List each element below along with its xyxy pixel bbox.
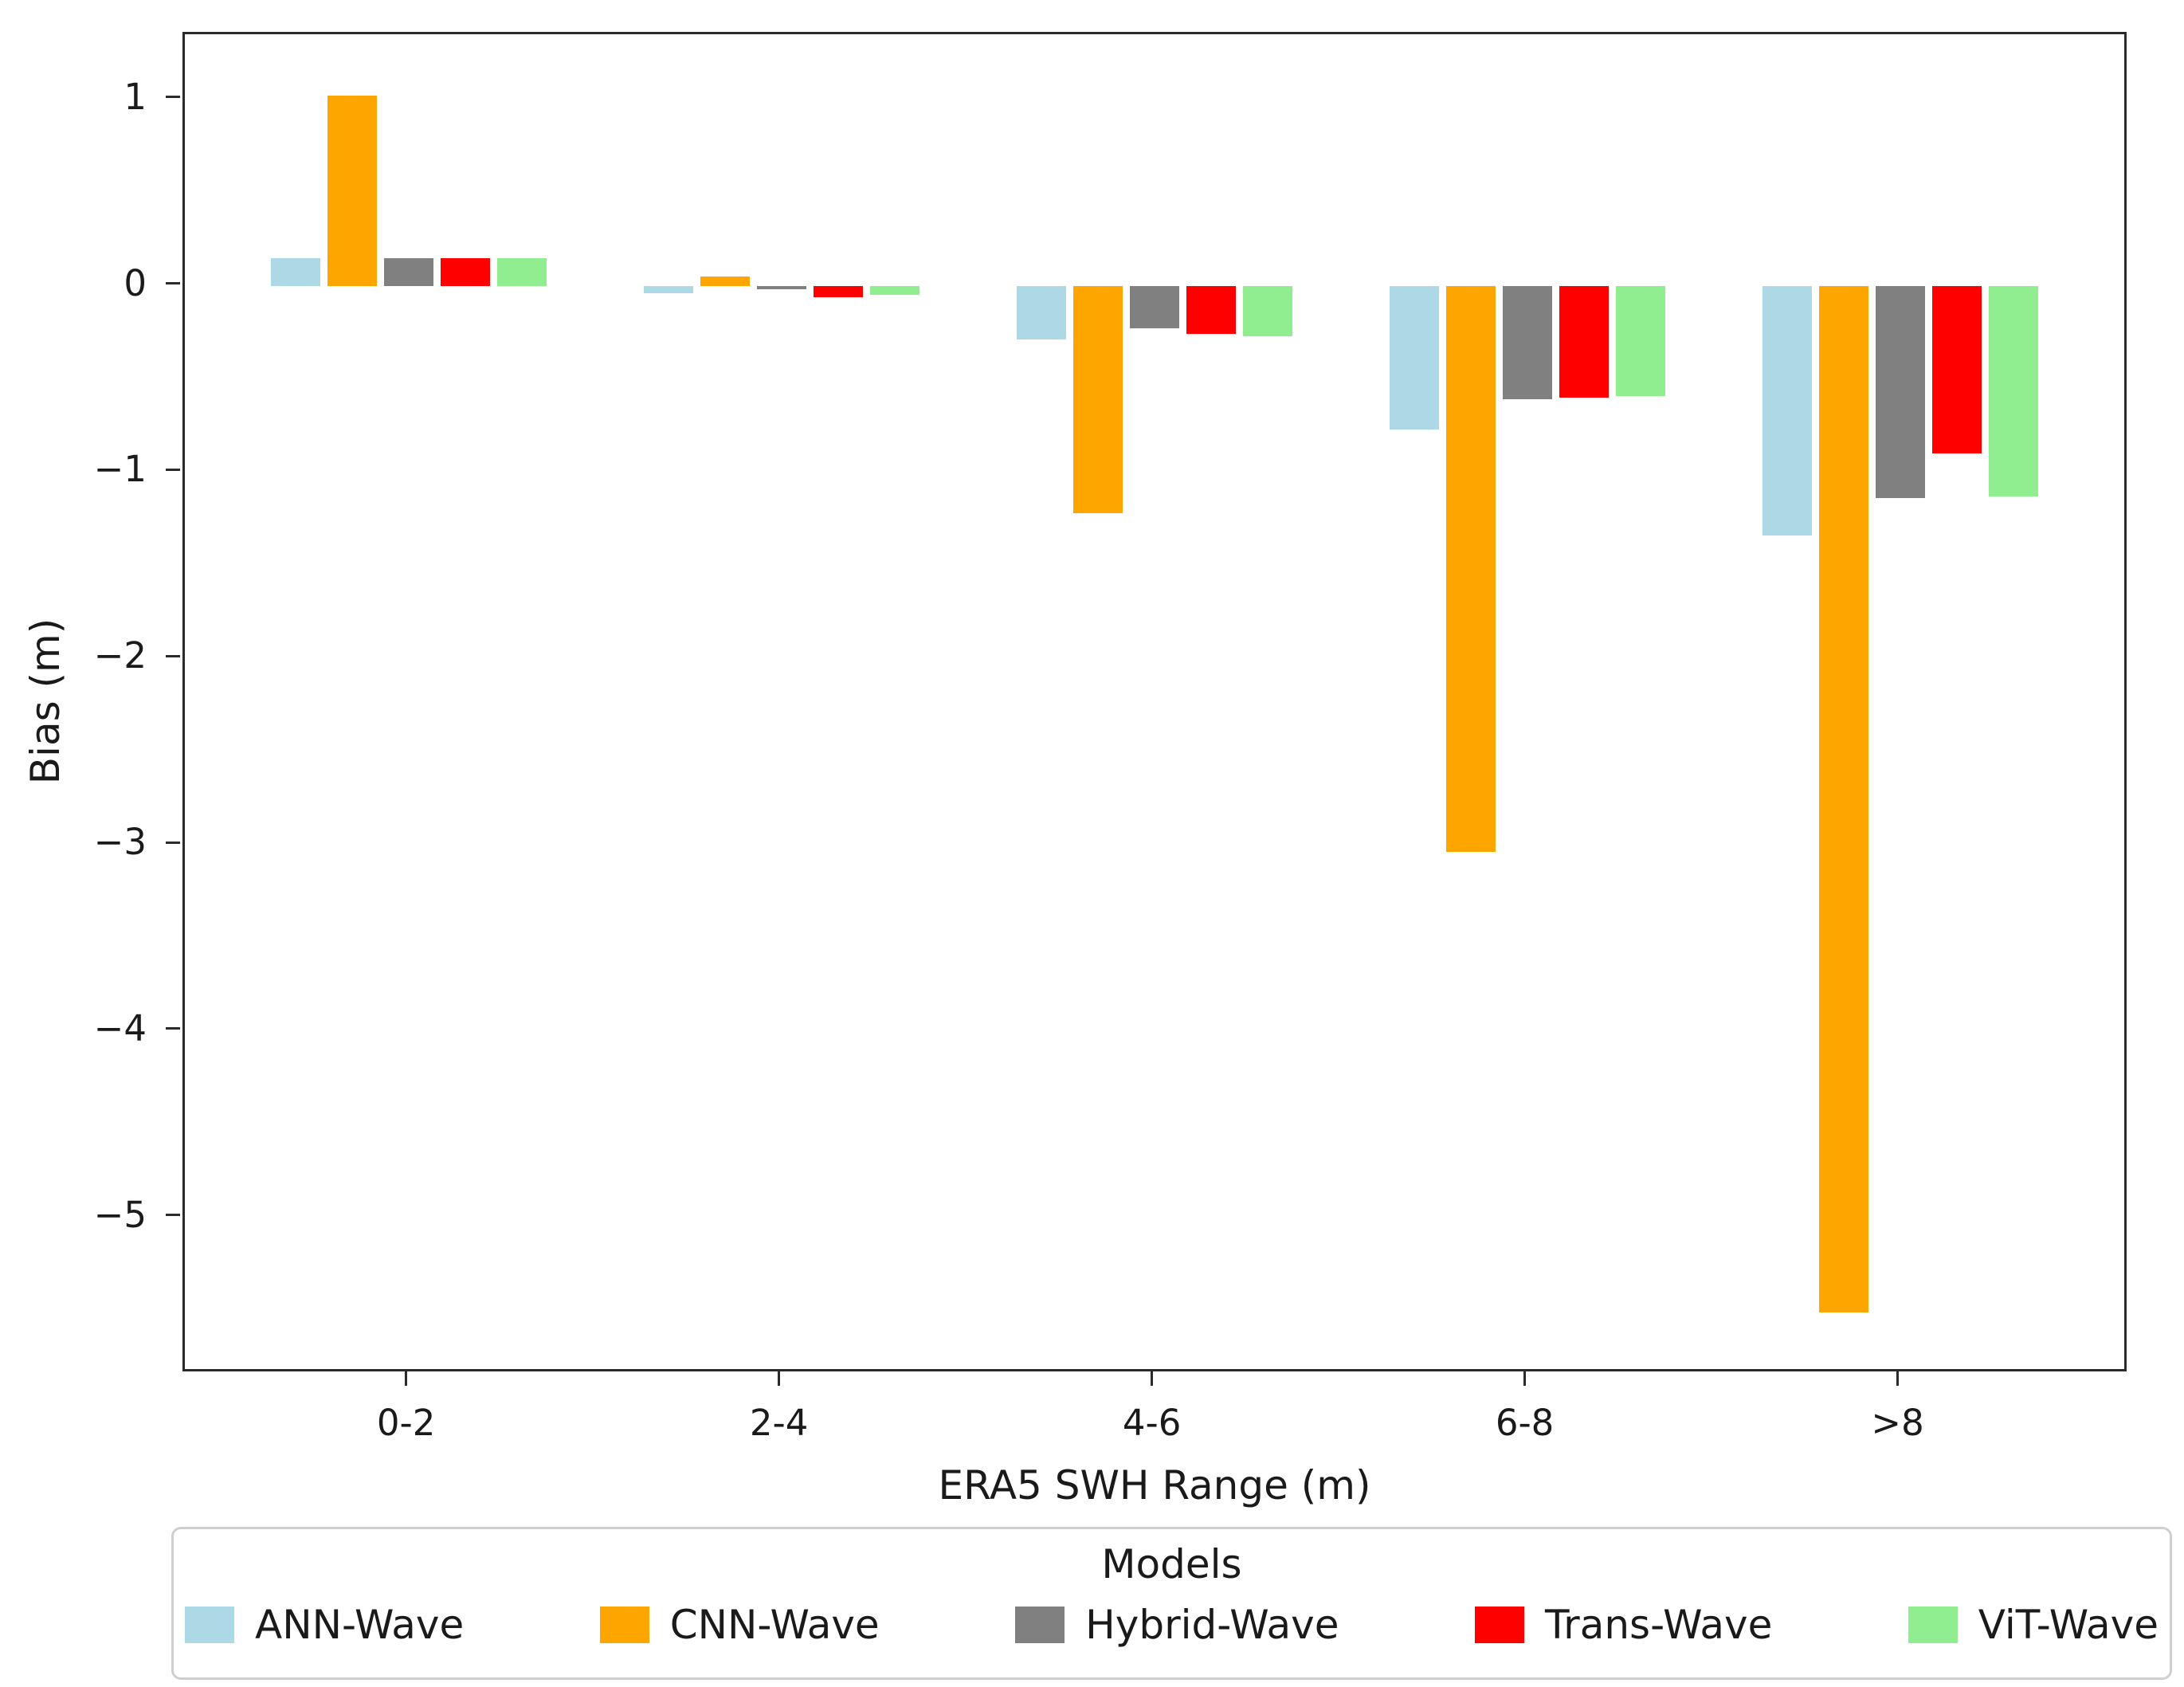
- x-tick-label: 6-8: [1495, 1402, 1555, 1444]
- legend-swatch-ANN-Wave: [185, 1607, 234, 1643]
- x-tick-label: 0-2: [376, 1402, 436, 1444]
- bar-CNN-Wave-6-8: [1445, 285, 1496, 853]
- x-tick-label: 2-4: [749, 1402, 809, 1444]
- bar-Trans-Wave-6-8: [1559, 285, 1609, 398]
- bar-CNN-Wave->8: [1818, 285, 1868, 1312]
- bar-ANN-Wave-6-8: [1389, 285, 1439, 430]
- y-tick: [166, 468, 180, 471]
- y-tick: [166, 1027, 180, 1030]
- legend: Models ANN-Wave CNN-Wave Hybrid-Wave Trans-…: [171, 1527, 2172, 1680]
- bar-ANN-Wave-0-2: [270, 257, 320, 286]
- x-tick: [1896, 1371, 1900, 1386]
- legend-item-ANN-Wave: ANN-Wave: [185, 1601, 464, 1649]
- legend-swatch-Trans-Wave: [1474, 1607, 1524, 1643]
- y-tick-label: 1: [124, 75, 147, 118]
- y-tick-label: −5: [93, 1193, 147, 1236]
- legend-swatch-Hybrid-Wave: [1015, 1607, 1065, 1643]
- y-tick-label: −1: [93, 448, 147, 491]
- bars-layer: [185, 34, 2124, 1369]
- y-tick: [166, 1214, 180, 1217]
- bar-Trans-Wave-2-4: [813, 285, 863, 297]
- x-tick: [1523, 1371, 1527, 1386]
- plot-area: [182, 32, 2127, 1371]
- bar-ANN-Wave-2-4: [643, 285, 693, 293]
- legend-label: ViT-Wave: [1978, 1602, 2159, 1648]
- y-tick-label: 0: [124, 261, 147, 304]
- bar-Hybrid-Wave->8: [1875, 285, 1925, 499]
- bar-Hybrid-Wave-6-8: [1502, 285, 1552, 400]
- legend-item-Trans-Wave: Trans-Wave: [1474, 1601, 1773, 1649]
- x-axis-label: ERA5 SWH Range (m): [938, 1462, 1371, 1508]
- legend-title: Models: [1101, 1541, 1242, 1587]
- bar-CNN-Wave-0-2: [327, 96, 377, 286]
- y-tick: [166, 282, 180, 285]
- legend-swatch-ViT-Wave: [1908, 1607, 1958, 1643]
- x-tick: [778, 1371, 781, 1386]
- bar-ANN-Wave-4-6: [1016, 285, 1066, 340]
- y-tick: [166, 654, 180, 657]
- legend-item-Hybrid-Wave: Hybrid-Wave: [1015, 1601, 1339, 1649]
- y-tick: [166, 841, 180, 844]
- bar-Hybrid-Wave-0-2: [383, 257, 433, 286]
- legend-item-CNN-Wave: CNN-Wave: [599, 1601, 880, 1649]
- legend-swatch-CNN-Wave: [599, 1607, 649, 1643]
- bar-Trans-Wave-0-2: [440, 257, 490, 286]
- bar-ViT-Wave-6-8: [1615, 285, 1665, 396]
- bar-ViT-Wave->8: [1988, 285, 2038, 496]
- x-tick-label: >8: [1871, 1402, 1924, 1444]
- legend-label: CNN-Wave: [669, 1602, 880, 1648]
- bar-ANN-Wave->8: [1762, 285, 1812, 536]
- bar-ViT-Wave-0-2: [496, 257, 547, 286]
- legend-items: ANN-Wave CNN-Wave Hybrid-Wave Trans-Wave ViT…: [174, 1601, 2170, 1649]
- bar-ViT-Wave-2-4: [869, 285, 919, 296]
- x-tick: [1151, 1371, 1154, 1386]
- y-tick-label: −3: [93, 821, 147, 864]
- legend-label: Trans-Wave: [1544, 1602, 1773, 1648]
- y-tick-label: −4: [93, 1006, 147, 1049]
- legend-label: ANN-Wave: [255, 1602, 465, 1648]
- x-tick: [405, 1371, 408, 1386]
- bar-Hybrid-Wave-2-4: [756, 285, 806, 290]
- y-tick-label: −2: [93, 634, 147, 677]
- x-tick-label: 4-6: [1122, 1402, 1182, 1444]
- legend-label: Hybrid-Wave: [1085, 1602, 1339, 1648]
- bar-ViT-Wave-4-6: [1242, 285, 1292, 336]
- bar-Trans-Wave->8: [1931, 285, 1982, 454]
- bar-Hybrid-Wave-4-6: [1129, 285, 1179, 329]
- bar-CNN-Wave-4-6: [1072, 285, 1123, 513]
- y-tick: [166, 96, 180, 99]
- legend-item-ViT-Wave: ViT-Wave: [1908, 1601, 2159, 1649]
- bar-CNN-Wave-2-4: [700, 276, 750, 286]
- bar-Trans-Wave-4-6: [1186, 285, 1236, 335]
